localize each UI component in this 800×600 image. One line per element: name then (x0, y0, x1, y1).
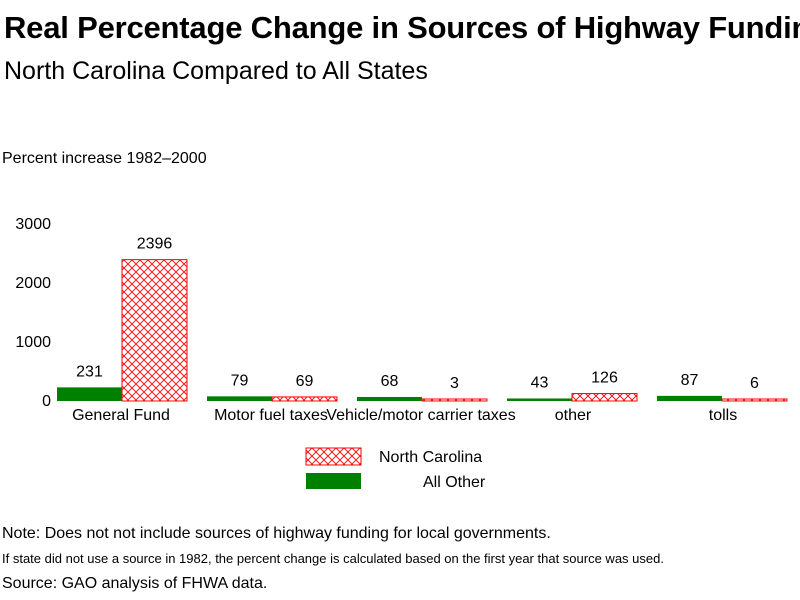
bar-value-label: 87 (681, 372, 699, 389)
bar-all-other (507, 398, 572, 401)
note-line-1: Note: Does not not include sources of hi… (2, 525, 551, 542)
y-tick-label: 0 (42, 393, 51, 410)
bar-north-carolina (271, 396, 338, 402)
bar-value-label: 231 (76, 363, 103, 380)
legend-swatch-north-carolina (305, 447, 362, 466)
bar-north-carolina (121, 259, 188, 402)
bar-all-other (657, 395, 722, 401)
note-line-2: If state did not use a source in 1982, t… (2, 551, 664, 566)
bar-all-other (357, 396, 422, 401)
x-category-label: other (555, 407, 592, 424)
bar-value-label: 79 (231, 372, 249, 389)
bar-value-label: 126 (591, 370, 618, 387)
x-category-label: Vehicle/motor carrier taxes (326, 407, 515, 424)
legend-label-north-carolina: North Carolina (379, 449, 483, 466)
y-tick-label: 3000 (15, 216, 51, 233)
bar-all-other (207, 396, 272, 401)
bar-chart: 0 1000 2000 3000 231 2396 General Fund 79 69 Mot… (15, 216, 788, 489)
bar-value-label: 68 (381, 373, 399, 390)
bar-value-label: 69 (296, 373, 314, 390)
bar-north-carolina (721, 398, 788, 402)
bar-value-label: 3 (450, 375, 459, 392)
y-tick-label: 1000 (15, 334, 51, 351)
bar-value-label: 2396 (137, 236, 173, 253)
legend-swatch-all-other (306, 473, 361, 489)
x-category-label: tolls (709, 407, 737, 424)
legend-label-all-other: All Other (423, 474, 486, 491)
chart-subtitle: North Carolina Compared to All States (4, 57, 428, 85)
x-category-label: General Fund (72, 407, 170, 424)
bar-north-carolina (421, 398, 488, 402)
y-tick-label: 2000 (15, 275, 51, 292)
chart-title: Real Percentage Change in Sources of Hig… (4, 10, 800, 45)
y-axis-label: Percent increase 1982–2000 (2, 150, 207, 167)
bar-value-label: 6 (750, 375, 759, 392)
x-category-label: Motor fuel taxes (214, 407, 328, 424)
bar-value-label: 43 (531, 374, 549, 391)
source-line: Source: GAO analysis of FHWA data. (2, 575, 268, 592)
bar-north-carolina (571, 393, 638, 402)
bar-all-other (57, 387, 122, 401)
